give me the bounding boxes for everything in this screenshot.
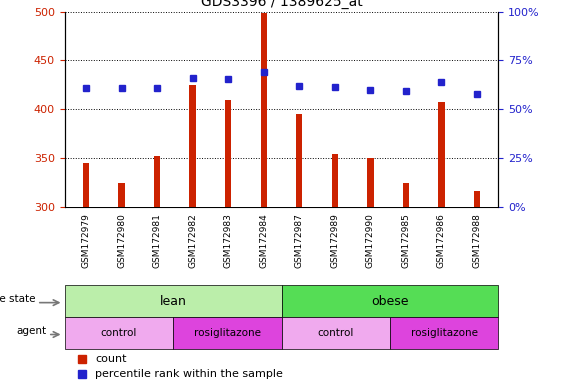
Bar [296, 114, 302, 384]
Text: GSM172989: GSM172989 [330, 214, 339, 268]
Text: GSM172983: GSM172983 [224, 214, 233, 268]
Text: obese: obese [371, 295, 409, 308]
Bar [282, 317, 390, 349]
Bar [403, 183, 409, 384]
Bar [225, 99, 231, 384]
Bar [118, 183, 125, 384]
Bar [438, 102, 445, 384]
Text: rosiglitazone: rosiglitazone [194, 328, 261, 338]
Text: GSM172990: GSM172990 [366, 214, 375, 268]
Bar [190, 85, 196, 384]
Bar [261, 13, 267, 384]
Bar [65, 317, 173, 349]
Bar [65, 285, 282, 317]
Text: lean: lean [160, 295, 186, 308]
Bar [282, 285, 498, 317]
Bar [367, 158, 373, 384]
Text: percentile rank within the sample: percentile rank within the sample [95, 369, 283, 379]
Bar [332, 154, 338, 384]
Text: GSM172981: GSM172981 [153, 214, 162, 268]
Text: agent: agent [16, 326, 47, 336]
Text: GSM172986: GSM172986 [437, 214, 446, 268]
Text: GSM172984: GSM172984 [259, 214, 268, 268]
Title: GDS3396 / 1389625_at: GDS3396 / 1389625_at [200, 0, 363, 9]
Text: disease state: disease state [0, 295, 35, 305]
Bar [154, 156, 160, 384]
Text: GSM172979: GSM172979 [82, 214, 91, 268]
Text: count: count [95, 354, 127, 364]
Text: control: control [101, 328, 137, 338]
Text: rosiglitazone: rosiglitazone [410, 328, 477, 338]
Text: GSM172980: GSM172980 [117, 214, 126, 268]
Text: GSM172982: GSM172982 [188, 214, 197, 268]
Text: GSM172987: GSM172987 [295, 214, 304, 268]
Bar [83, 163, 90, 384]
Bar [473, 191, 480, 384]
Text: control: control [318, 328, 354, 338]
Bar [390, 317, 498, 349]
Text: GSM172988: GSM172988 [472, 214, 481, 268]
Bar [173, 317, 282, 349]
Text: GSM172985: GSM172985 [401, 214, 410, 268]
